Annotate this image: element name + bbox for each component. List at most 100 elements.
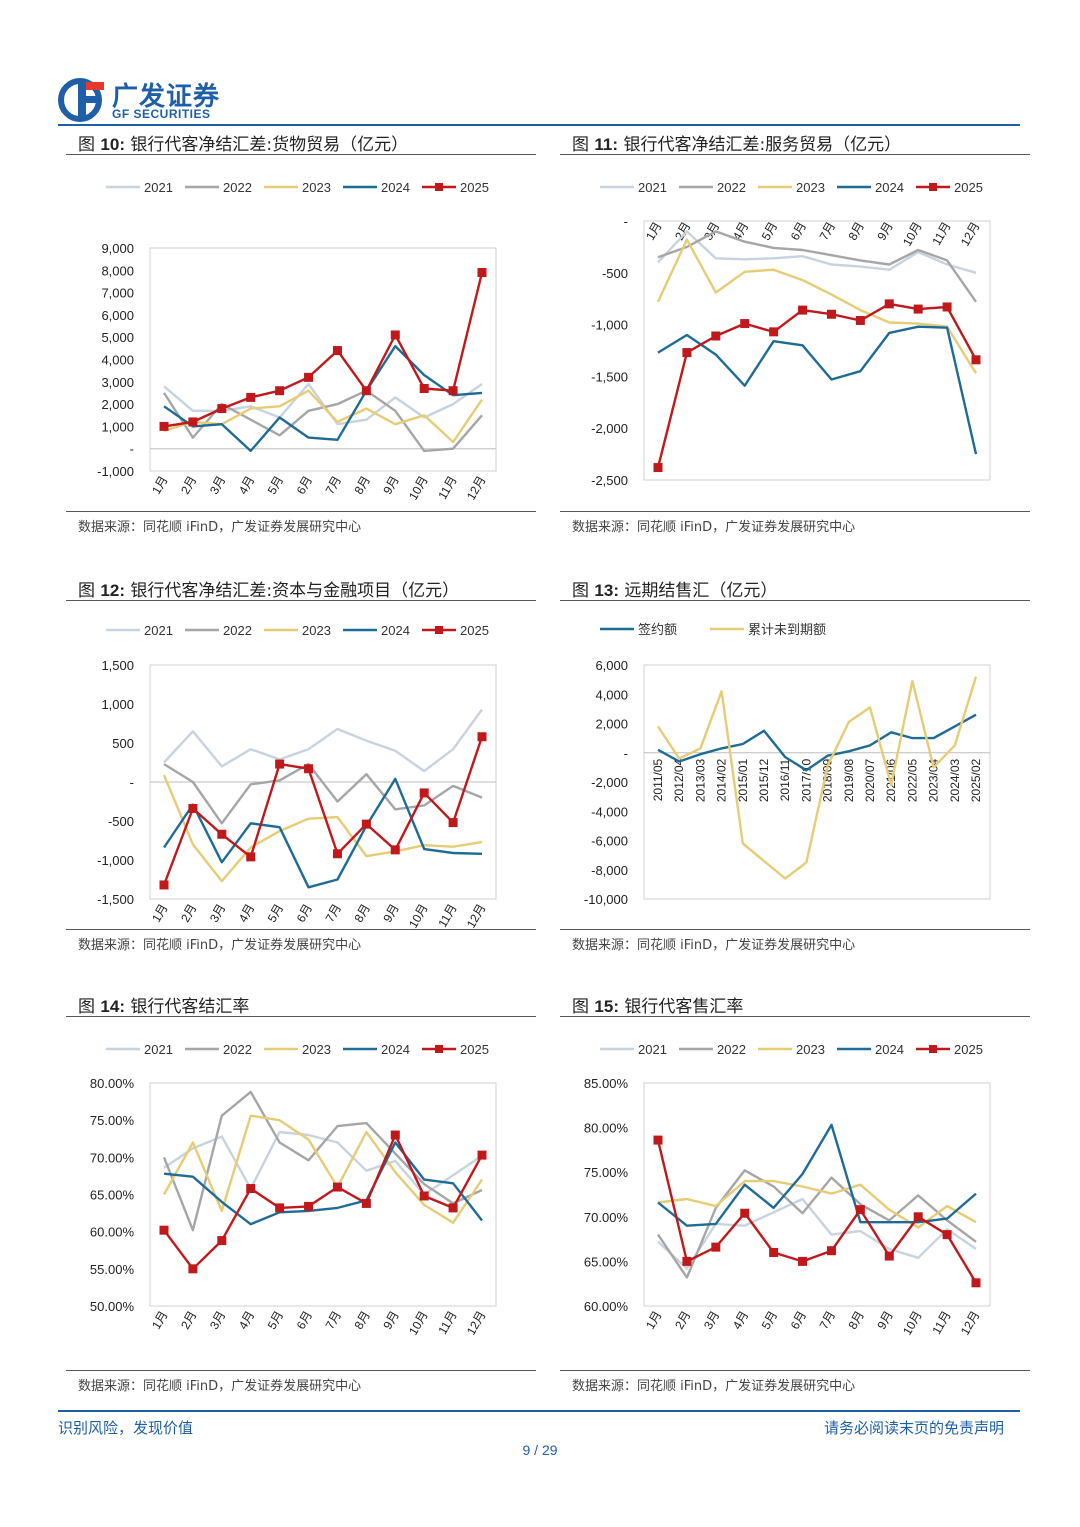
legend-label: 2022 [717, 180, 746, 195]
data-point-2025 [826, 1246, 836, 1256]
plot-frame [643, 664, 991, 900]
x-tick-label: 1月 [149, 902, 170, 925]
series-line-2025 [162, 736, 484, 886]
data-point-2025 [477, 1150, 487, 1160]
x-tick-label: 2月 [672, 220, 693, 243]
series-line-签约额 [657, 713, 977, 772]
series-line-累计未到期额 [656, 676, 978, 880]
figure-14-panel: 图 14: 银行代客结汇率 2021 2022 2023 2024 2025 50.00%… [66, 990, 536, 1400]
series-line-2024 [163, 1141, 483, 1226]
x-tick-label: 11月 [435, 902, 459, 930]
y-tick-label: -1,500 [591, 369, 628, 384]
legend-label: 2024 [875, 1042, 904, 1057]
brand-logo: 广发证券 GF SECURITIES [58, 74, 248, 126]
y-tick-label: 80.00% [584, 1121, 629, 1136]
data-point-2025 [159, 1225, 169, 1235]
y-tick-label: 4,000 [595, 687, 628, 702]
chart-svg: 签约额 累计未到期额-10,000-8,000-6,000-4,000-2,000… [584, 622, 991, 907]
figure-title: 图 13: 远期结售汇（亿元） [572, 581, 778, 601]
legend-label: 2023 [302, 623, 331, 638]
data-point-2025 [188, 417, 198, 427]
x-tick-label: 2023/04 [927, 758, 941, 802]
x-tick-label: 2025/02 [969, 758, 983, 802]
x-tick-label: 9月 [380, 474, 401, 497]
data-point-2025 [217, 404, 227, 414]
chart-svg: 2021 2022 2023 2024 2025 50.00% 55.00% 60.00% 65… [90, 1042, 497, 1338]
x-tick-label: 4月 [236, 1309, 257, 1332]
y-tick-label: 60.00% [584, 1299, 629, 1314]
data-point-2025 [477, 268, 487, 278]
x-tick-label: 2月 [178, 1309, 199, 1332]
y-tick-label: -2,000 [591, 775, 628, 790]
plot-frame [643, 1082, 991, 1307]
series-line-2023 [162, 774, 483, 883]
x-tick-label: 12月 [958, 1309, 983, 1338]
figure-title: 图 14: 银行代客结汇率 [78, 997, 250, 1017]
data-point-2025 [332, 1182, 342, 1192]
x-tick-label: 11月 [435, 474, 459, 502]
legend-marker [435, 1045, 443, 1053]
x-tick-label: 1月 [149, 474, 170, 497]
x-tick-label: 2013/03 [693, 758, 707, 802]
data-point-2025 [159, 421, 169, 431]
figure-title: 图 12: 银行代客净结汇差:资本与金融项目（亿元） [78, 581, 460, 601]
y-tick-label: -1,000 [591, 318, 628, 333]
x-tick-label: 9月 [380, 902, 401, 925]
brand-name-en: GF SECURITIES [112, 107, 211, 121]
figure-title: 图 15: 银行代客售汇率 [572, 997, 744, 1017]
x-tick-label: 10月 [406, 902, 431, 930]
legend-label: 签约额 [638, 622, 677, 637]
y-tick-label: -2,000 [591, 421, 628, 436]
x-tick-label: 2018/09 [821, 758, 835, 802]
y-tick-label: -1,500 [97, 892, 134, 907]
legend-marker [929, 183, 937, 191]
x-tick-label: 7月 [817, 220, 838, 243]
series-line-2025 [163, 1133, 484, 1271]
y-tick-label: 75.00% [584, 1165, 629, 1180]
x-tick-label: 6月 [294, 474, 315, 497]
data-point-2025 [188, 804, 198, 814]
x-tick-label: 8月 [351, 902, 372, 925]
data-source: 数据来源：同花顺 iFinD，广发证券发展研究中心 [572, 520, 856, 535]
chart-svg: 2021 2022 2023 2024 2025-1,500-1,000-500-500… [97, 623, 497, 930]
footer-disclaimer-link[interactable]: 请务必阅读末页的免责声明 [823, 1419, 1004, 1437]
legend-marker [929, 1045, 937, 1053]
legend-label: 2023 [302, 1042, 331, 1057]
legend-label: 2023 [796, 1042, 825, 1057]
series-line-2025 [163, 272, 484, 428]
data-point-2025 [188, 1264, 198, 1274]
y-tick-label: 6,000 [595, 658, 628, 673]
data-point-2025 [419, 1191, 429, 1201]
y-tick-label: -1,000 [97, 464, 134, 479]
chart-svg: 2021 2022 2023 2024 2025-1,000-1,0002,0003,0… [97, 180, 497, 502]
legend-label: 2024 [381, 1042, 410, 1057]
legend-label: 2025 [954, 1042, 983, 1057]
legend-marker [435, 626, 443, 634]
y-tick-label: -4,000 [591, 804, 628, 819]
data-point-2025 [159, 880, 169, 890]
legend-label: 2022 [223, 623, 252, 638]
series-line-2023 [162, 1114, 483, 1224]
series-line-2025 [656, 1139, 978, 1284]
y-tick-label: 1,000 [101, 697, 134, 712]
y-tick-label: - [130, 442, 134, 457]
x-tick-label: 7月 [817, 1309, 838, 1332]
x-tick-label: 12月 [464, 1309, 489, 1338]
data-point-2025 [246, 852, 256, 862]
x-tick-label: 2月 [178, 474, 199, 497]
series-line-2022 [163, 762, 483, 825]
data-point-2025 [304, 764, 314, 774]
data-point-2025 [448, 386, 458, 396]
figure-10-panel: 图 10: 银行代客净结汇差:货物贸易（亿元） 2021 2022 2023 2024… [66, 128, 536, 538]
x-tick-label: 7月 [323, 474, 344, 497]
data-point-2025 [448, 1203, 458, 1213]
series-line-2022 [657, 1169, 977, 1279]
legend-label: 2021 [144, 623, 173, 638]
x-tick-label: 12月 [464, 902, 489, 930]
x-tick-label: 6月 [294, 1309, 315, 1332]
y-tick-label: 7,000 [101, 286, 134, 301]
y-tick-label: 2,000 [595, 717, 628, 732]
data-point-2025 [798, 1256, 808, 1266]
x-tick-label: 1月 [149, 1309, 170, 1332]
legend-label: 2021 [638, 180, 667, 195]
